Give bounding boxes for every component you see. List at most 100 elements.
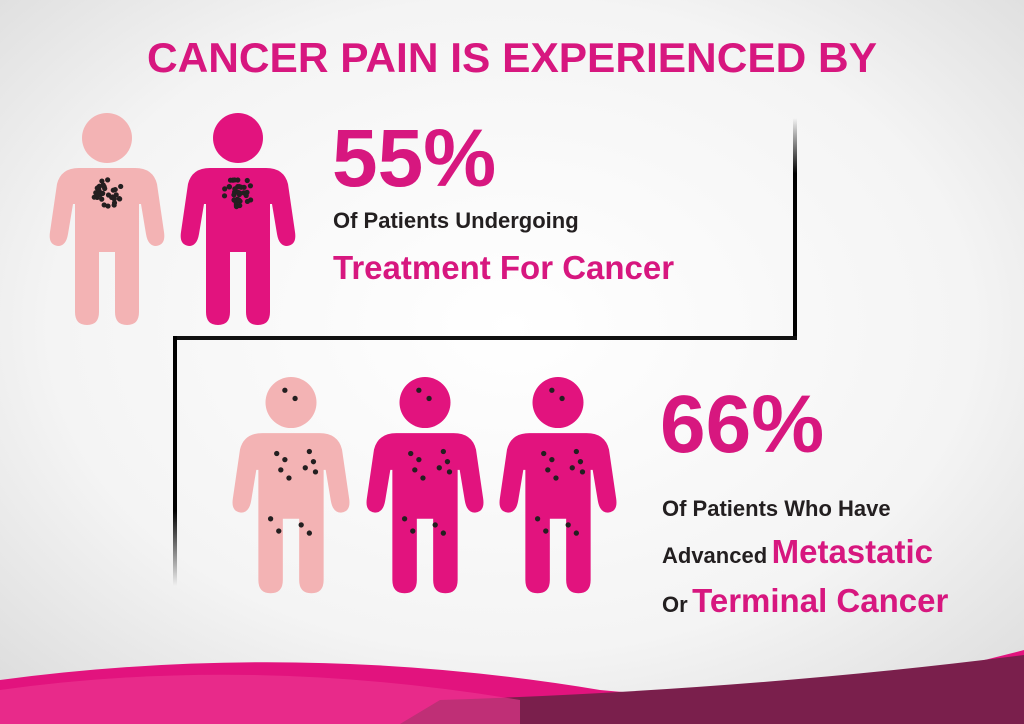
spot — [549, 456, 555, 463]
spot — [426, 395, 432, 402]
head — [532, 377, 584, 429]
spot — [543, 528, 549, 534]
spot — [440, 530, 447, 536]
spot — [440, 448, 447, 455]
spot — [118, 183, 124, 190]
stat-line: Advanced Metastatic — [662, 533, 933, 570]
spot — [577, 459, 584, 465]
spot — [416, 387, 422, 393]
spot — [244, 198, 251, 205]
stat-value: 66% — [660, 379, 824, 470]
spot — [573, 530, 580, 536]
spot — [579, 469, 586, 475]
head — [213, 113, 263, 163]
spot — [573, 448, 580, 455]
spot — [247, 183, 254, 189]
body — [232, 433, 350, 594]
spot — [100, 190, 106, 196]
spot — [113, 192, 119, 198]
spot — [237, 202, 243, 209]
spot — [227, 177, 234, 183]
spot — [549, 387, 555, 393]
stat-emphasis: Terminal Cancer — [692, 582, 948, 619]
stat-line: Or Terminal Cancer — [662, 582, 948, 619]
stat-line: Of Patients Undergoing — [333, 208, 579, 233]
spot — [306, 448, 313, 455]
spot — [553, 475, 559, 481]
spot — [408, 450, 414, 457]
spot — [267, 516, 274, 522]
spot — [94, 192, 101, 198]
spot — [235, 189, 241, 195]
body — [180, 168, 296, 325]
spot — [244, 177, 250, 184]
spot — [569, 465, 575, 471]
spot — [278, 467, 284, 473]
spot — [292, 395, 298, 402]
spot — [444, 459, 451, 465]
stat-line: Treatment For Cancer — [333, 249, 674, 286]
spot — [446, 469, 453, 475]
spot — [99, 196, 105, 202]
spot — [232, 177, 238, 183]
spot — [545, 467, 551, 473]
spot — [236, 184, 242, 190]
spot — [109, 194, 115, 200]
spot — [312, 469, 319, 475]
spot — [410, 528, 416, 534]
spot — [436, 465, 442, 471]
spot — [276, 528, 282, 534]
head — [399, 377, 451, 429]
spot — [111, 200, 118, 206]
spot — [302, 465, 308, 471]
spot — [117, 196, 123, 202]
spot — [282, 456, 288, 463]
head — [265, 377, 317, 429]
title: CANCER PAIN IS EXPERIENCED BY — [147, 34, 877, 81]
spot — [420, 475, 426, 481]
spot — [274, 450, 280, 457]
spot — [401, 516, 408, 522]
body — [366, 433, 484, 594]
stat-text: Or — [662, 592, 688, 617]
spot — [231, 192, 237, 198]
spot — [105, 177, 111, 183]
spot — [559, 395, 565, 402]
spot — [105, 203, 111, 209]
spot — [99, 178, 105, 184]
spot — [286, 475, 292, 481]
spot — [222, 186, 228, 192]
spot — [306, 530, 313, 536]
stat-value: 55% — [332, 113, 496, 204]
spot — [96, 183, 103, 189]
spot — [232, 186, 238, 192]
body — [49, 168, 165, 325]
spot — [226, 184, 232, 190]
spot — [416, 456, 422, 463]
body — [499, 433, 617, 594]
spot — [310, 459, 317, 465]
person — [366, 377, 484, 594]
spot — [412, 467, 418, 473]
person — [49, 113, 165, 325]
person — [232, 377, 350, 594]
person — [180, 113, 296, 325]
spot — [243, 192, 249, 199]
connector — [793, 118, 797, 340]
stat-text: Advanced — [662, 543, 767, 568]
spot — [298, 522, 304, 528]
spot — [541, 450, 547, 457]
stat-emphasis: Metastatic — [772, 533, 933, 570]
connector — [173, 336, 177, 586]
person — [499, 377, 617, 594]
figures — [49, 113, 617, 594]
head — [82, 113, 132, 163]
wave — [400, 655, 1024, 724]
spot — [565, 522, 571, 528]
spot — [112, 186, 118, 193]
stat-line: Of Patients Who Have — [662, 496, 891, 521]
spot — [236, 197, 242, 203]
